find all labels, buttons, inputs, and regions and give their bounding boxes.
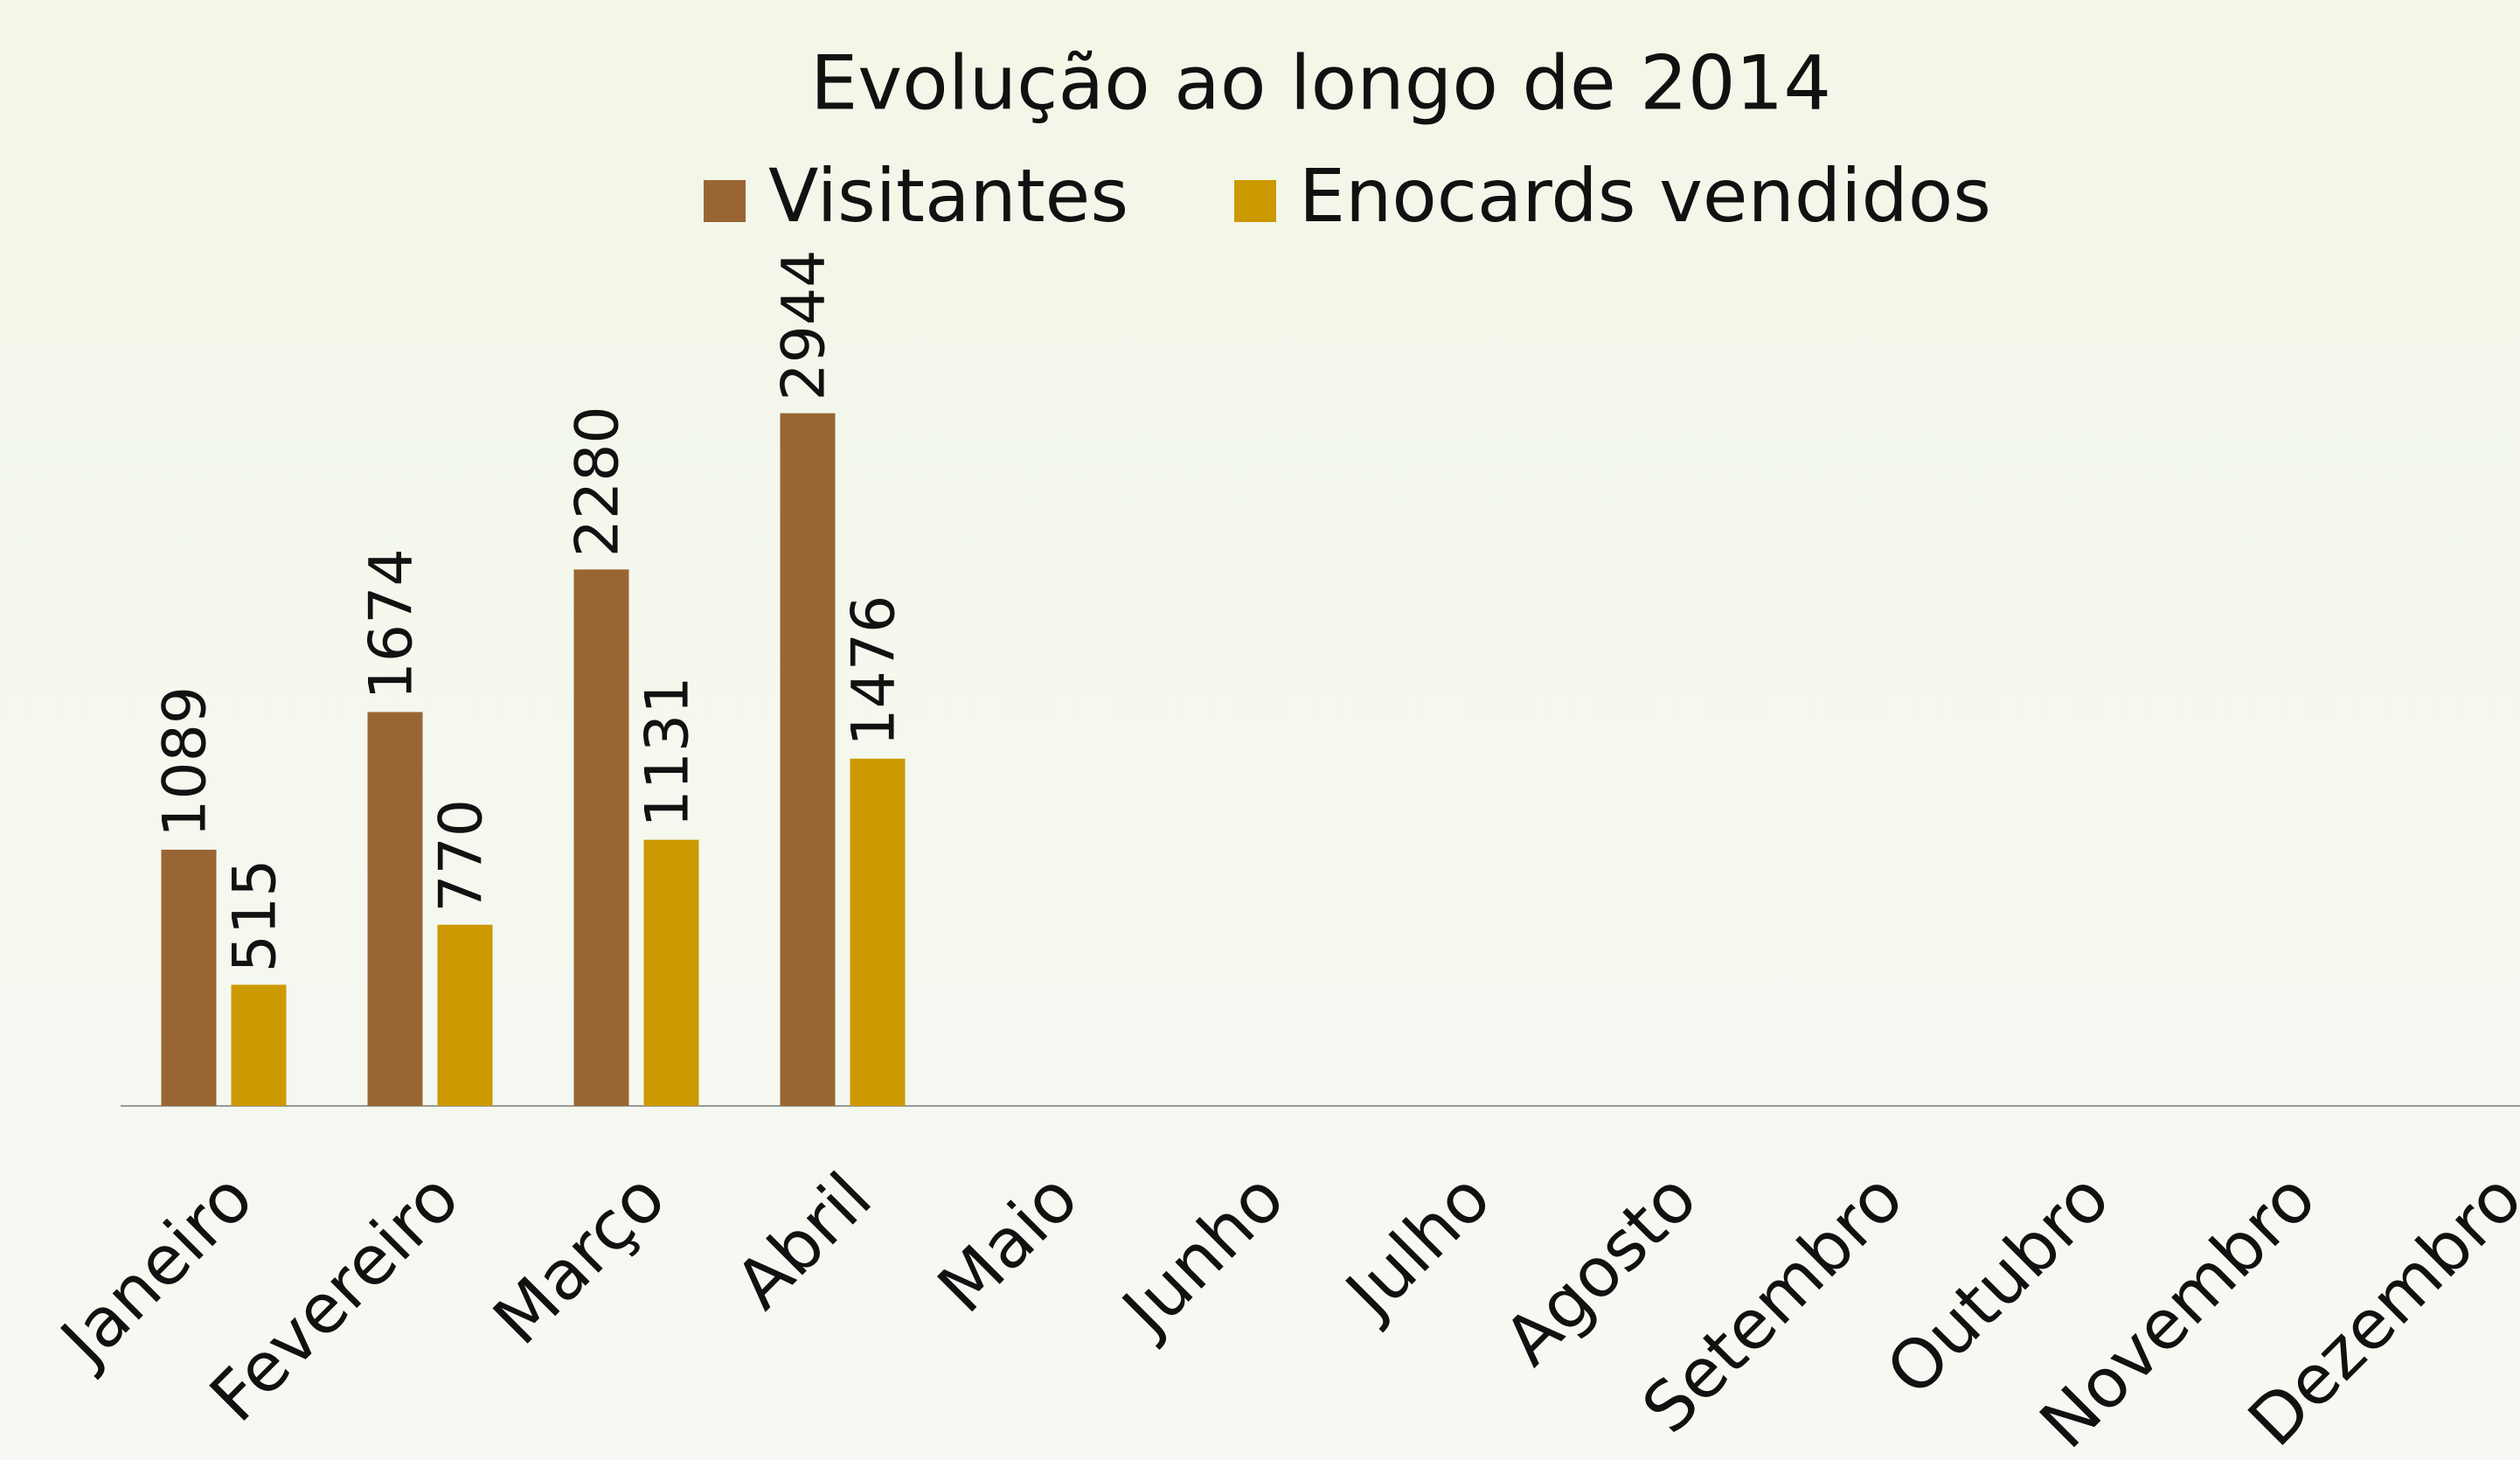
bar xyxy=(573,569,629,1106)
data-label: 1674 xyxy=(358,548,427,699)
bar xyxy=(780,413,836,1106)
data-label: 1131 xyxy=(634,677,703,828)
chart-title: Evolução ao longo de 2014 xyxy=(810,39,1831,127)
x-tick-label: Maio xyxy=(924,1158,1093,1328)
bar xyxy=(850,758,906,1106)
legend-swatch xyxy=(1234,180,1276,222)
data-label: 770 xyxy=(427,799,496,913)
legend-label: Enocards vendidos xyxy=(1299,153,1991,239)
legend-label: Visitantes xyxy=(768,153,1128,239)
bar xyxy=(161,849,217,1106)
data-label: 1476 xyxy=(840,595,909,747)
x-tick-label: Julho xyxy=(1329,1158,1505,1335)
bar xyxy=(367,712,423,1106)
data-label: 2280 xyxy=(564,406,633,557)
data-label: 515 xyxy=(221,859,290,973)
bar xyxy=(231,984,287,1106)
legend-swatch xyxy=(704,180,746,222)
x-tick-label: Março xyxy=(479,1158,681,1360)
data-label: 2944 xyxy=(770,250,839,401)
bar xyxy=(437,924,493,1106)
x-tick-label: Abril xyxy=(721,1158,887,1324)
data-label: 1089 xyxy=(151,686,220,838)
x-tick-label: Junho xyxy=(1106,1158,1300,1352)
bar xyxy=(643,839,699,1106)
